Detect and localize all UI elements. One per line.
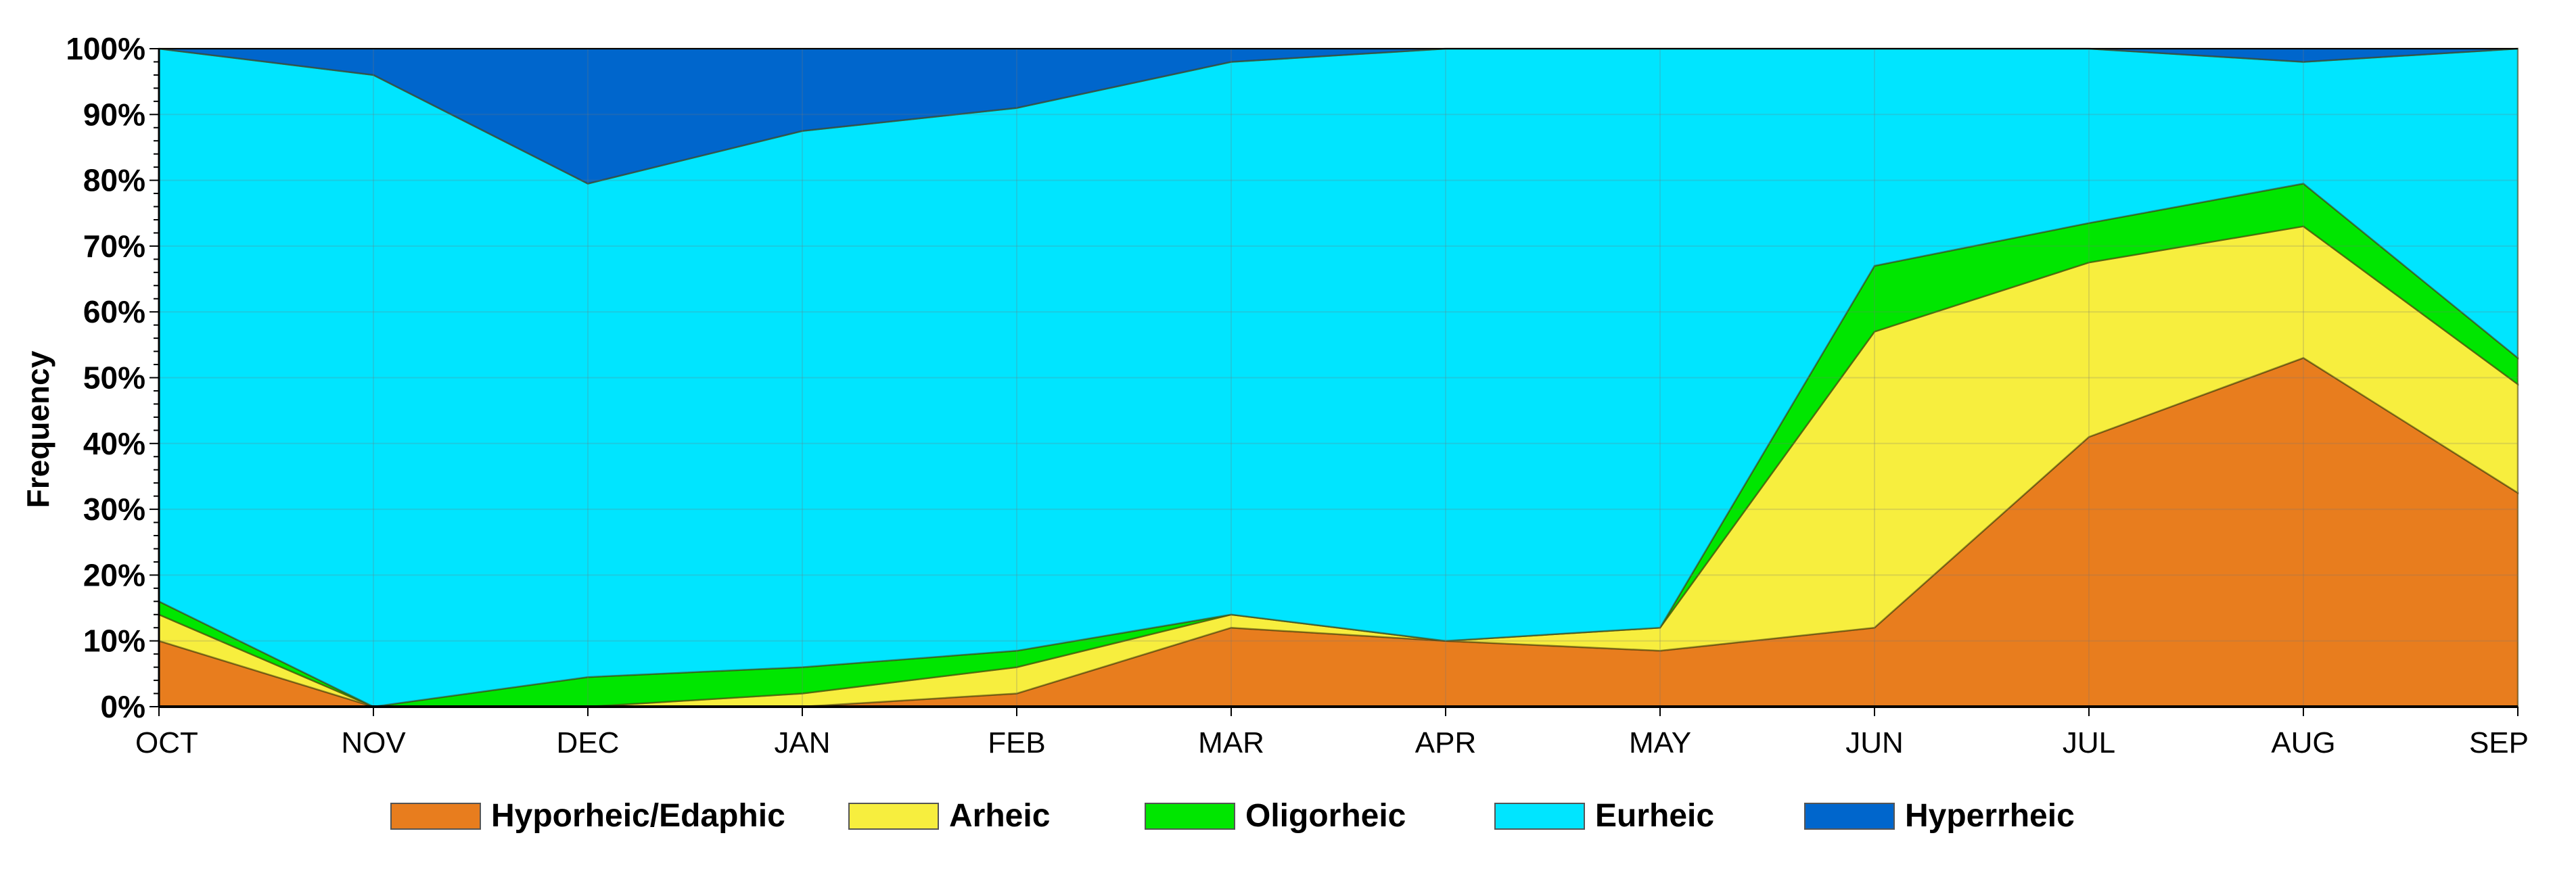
- legend-label: Oligorheic: [1245, 798, 1406, 834]
- y-axis-title: Frequency: [20, 350, 55, 508]
- legend-swatch: [1145, 803, 1235, 830]
- y-tick-label: 10%: [83, 623, 145, 659]
- y-tick-labels: 0% 10% 20% 30% 40% 50% 60% 70% 80% 90% 100%: [66, 31, 145, 724]
- x-tick-label: NOV: [341, 726, 406, 759]
- y-tick-label: 100%: [66, 31, 145, 66]
- x-tick-label: OCT: [135, 726, 198, 759]
- legend-label: Hyperrheic: [1905, 798, 2075, 834]
- legend-label: Arheic: [949, 798, 1050, 834]
- y-tick-label: 0%: [101, 689, 145, 724]
- y-tick-label: 50%: [83, 360, 145, 396]
- y-tick-label: 70%: [83, 229, 145, 264]
- legend-item: Hyporheic/Edaphic: [390, 798, 785, 834]
- legend-item: Oligorheic: [1145, 798, 1406, 834]
- x-tick-labels: OCT NOV DEC JAN FEB MAR APR MAY JUN JUL AUG SEP: [135, 726, 2529, 759]
- legend-label: Hyporheic/Edaphic: [491, 798, 785, 834]
- x-tick-label: DEC: [557, 726, 620, 759]
- x-tick-label: FEB: [988, 726, 1046, 759]
- x-tick-label: JAN: [774, 726, 830, 759]
- legend: Hyporheic/Edaphic Arheic Oligorheic Eurheic…: [390, 798, 2075, 834]
- x-tick-label: APR: [1415, 726, 1476, 759]
- legend-label: Eurheic: [1595, 798, 1714, 834]
- y-tick-label: 80%: [83, 163, 145, 198]
- y-tick-label: 30%: [83, 492, 145, 527]
- legend-swatch: [1804, 803, 1895, 830]
- y-tick-label: 90%: [83, 97, 145, 132]
- legend-item: Arheic: [848, 798, 1050, 834]
- x-tick-label: JUL: [2063, 726, 2115, 759]
- y-tick-label: 40%: [83, 426, 145, 461]
- axes: [150, 48, 2518, 716]
- x-tick-label: MAY: [1629, 726, 1691, 759]
- x-tick-label: MAR: [1198, 726, 1264, 759]
- x-tick-label: JUN: [1845, 726, 1904, 759]
- series-areas: [158, 47, 2519, 708]
- x-tick-label: SEP: [2469, 726, 2529, 759]
- legend-swatch: [848, 803, 939, 830]
- legend-swatch: [390, 803, 481, 830]
- x-tick-label: AUG: [2271, 726, 2335, 759]
- y-tick-label: 60%: [83, 294, 145, 329]
- legend-item: Eurheic: [1494, 798, 1714, 834]
- legend-item: Hyperrheic: [1804, 798, 2075, 834]
- legend-swatch: [1494, 803, 1585, 830]
- y-tick-label: 20%: [83, 557, 145, 592]
